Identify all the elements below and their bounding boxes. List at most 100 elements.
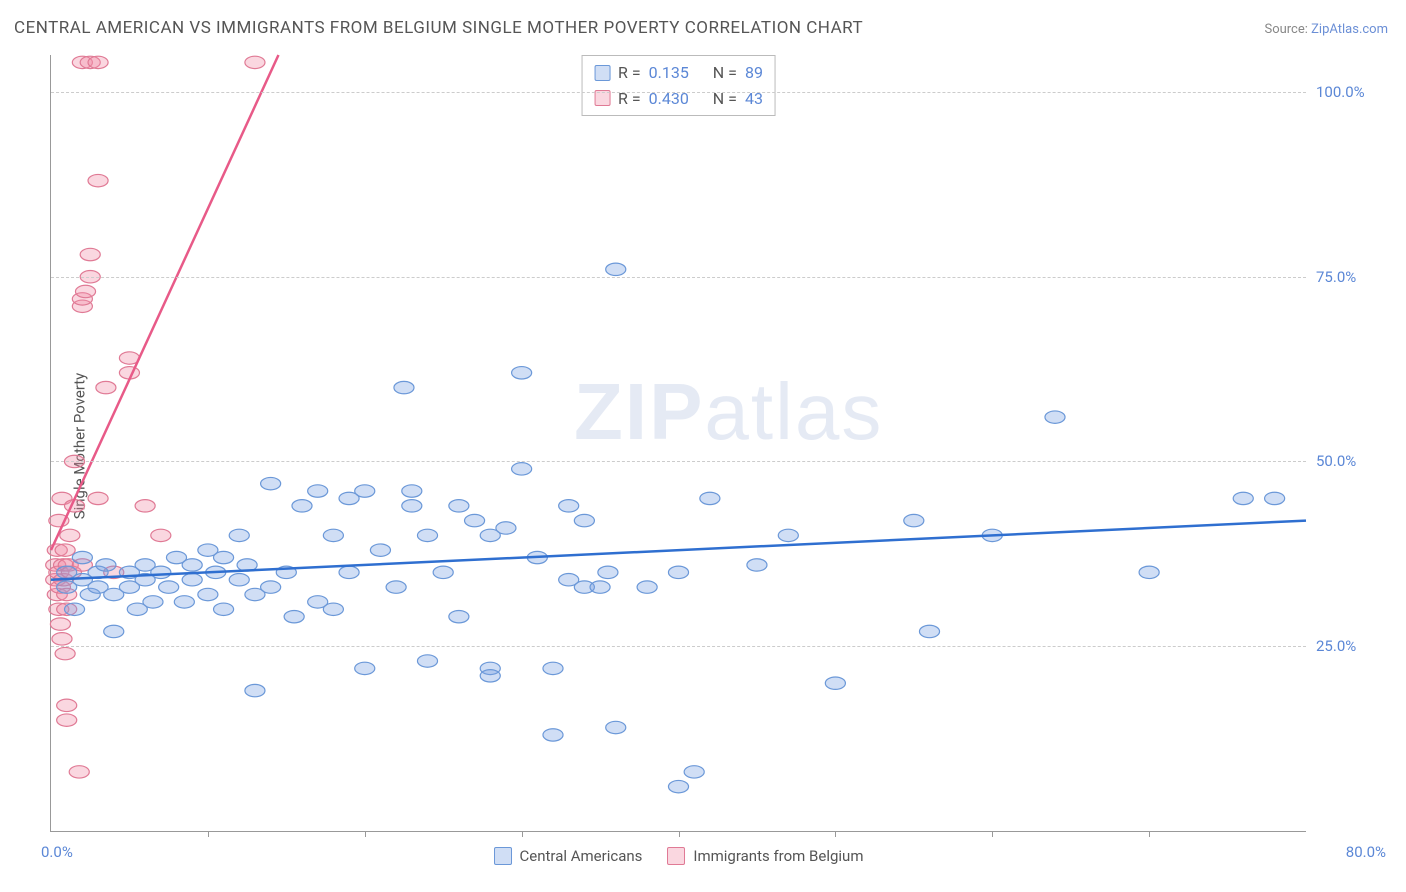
scatter-point [465,514,485,526]
scatter-point [417,529,437,541]
scatter-point [55,647,75,659]
legend-bottom: Central Americans Immigrants from Belgiu… [494,847,864,865]
scatter-point [480,670,500,682]
x-tick-mark [365,831,366,837]
scatter-point [1139,566,1159,578]
scatter-point [308,485,328,497]
scatter-point [778,529,798,541]
scatter-point [50,618,70,630]
scatter-point [159,581,179,593]
scatter-point [261,581,281,593]
scatter-point [69,766,89,778]
scatter-point [261,477,281,489]
scatter-point [174,596,194,608]
scatter-point [370,544,390,556]
scatter-point [684,766,704,778]
x-tick-start: 0.0% [41,843,73,861]
y-tick-label: 50.0% [1316,452,1386,470]
legend-swatch-blue [494,847,512,865]
scatter-point [904,514,924,526]
scatter-point [57,699,77,711]
scatter-point [825,677,845,689]
scatter-point [512,463,532,475]
x-tick-end: 80.0% [1346,843,1386,861]
scatter-point [214,551,234,563]
scatter-point [214,603,234,615]
scatter-point [1265,492,1285,504]
legend-item-1: Central Americans [494,847,643,865]
gridline [51,646,1306,647]
scatter-point [104,625,124,637]
scatter-point [55,544,75,556]
chart-title: CENTRAL AMERICAN VS IMMIGRANTS FROM BELG… [14,18,863,38]
y-tick-label: 75.0% [1316,268,1386,286]
legend-item-2: Immigrants from Belgium [667,847,863,865]
scatter-point [229,529,249,541]
scatter-point [229,574,249,586]
legend-swatch-pink [667,847,685,865]
scatter-point [386,581,406,593]
scatter-point [72,551,92,563]
scatter-point [245,56,265,68]
scatter-point [292,500,312,512]
x-tick-mark [1149,831,1150,837]
source-attribution: Source: ZipAtlas.com [1264,22,1388,37]
scatter-point [143,596,163,608]
scatter-point [182,574,202,586]
scatter-point [543,729,563,741]
scatter-point [543,662,563,674]
scatter-point [417,655,437,667]
scatter-point [598,566,618,578]
x-tick-mark [208,831,209,837]
scatter-point [668,566,688,578]
correlation-stats-box: R = 0.135 N = 89 R = 0.430 N = 43 [581,55,776,116]
gridline [51,461,1306,462]
scatter-point [64,603,84,615]
gridline [51,277,1306,278]
y-tick-label: 25.0% [1316,637,1386,655]
scatter-point [96,381,116,393]
scatter-point [590,581,610,593]
scatter-point [151,566,171,578]
chart-container: CENTRAL AMERICAN VS IMMIGRANTS FROM BELG… [0,0,1406,892]
x-tick-mark [522,831,523,837]
scatter-point [559,500,579,512]
scatter-point [402,500,422,512]
scatter-point [135,500,155,512]
x-tick-mark [835,831,836,837]
scatter-point [57,714,77,726]
x-tick-mark [992,831,993,837]
stats-swatch-blue [594,65,610,81]
scatter-point [637,581,657,593]
scatter-point [355,662,375,674]
scatter-point [606,721,626,733]
scatter-point [394,381,414,393]
scatter-point [88,56,108,68]
scatter-point [355,485,375,497]
x-tick-mark [679,831,680,837]
source-link[interactable]: ZipAtlas.com [1311,22,1388,37]
scatter-point [1233,492,1253,504]
scatter-point [52,633,72,645]
scatter-point [151,529,171,541]
plot-area: ZIPatlas R = 0.135 N = 89 R = 0.430 N = … [50,55,1306,832]
gridline [51,92,1306,93]
scatter-point [606,263,626,275]
scatter-point [433,566,453,578]
scatter-point [60,529,80,541]
scatter-point [449,610,469,622]
scatter-point [75,285,95,297]
scatter-point [668,780,688,792]
y-tick-label: 100.0% [1316,83,1386,101]
scatter-point [339,566,359,578]
scatter-point [323,603,343,615]
scatter-point [700,492,720,504]
scatter-point [80,248,100,260]
scatter-point [449,500,469,512]
scatter-point [96,559,116,571]
scatter-point [284,610,304,622]
scatter-point [88,492,108,504]
scatter-svg [51,55,1306,831]
scatter-point [919,625,939,637]
scatter-point [496,522,516,534]
